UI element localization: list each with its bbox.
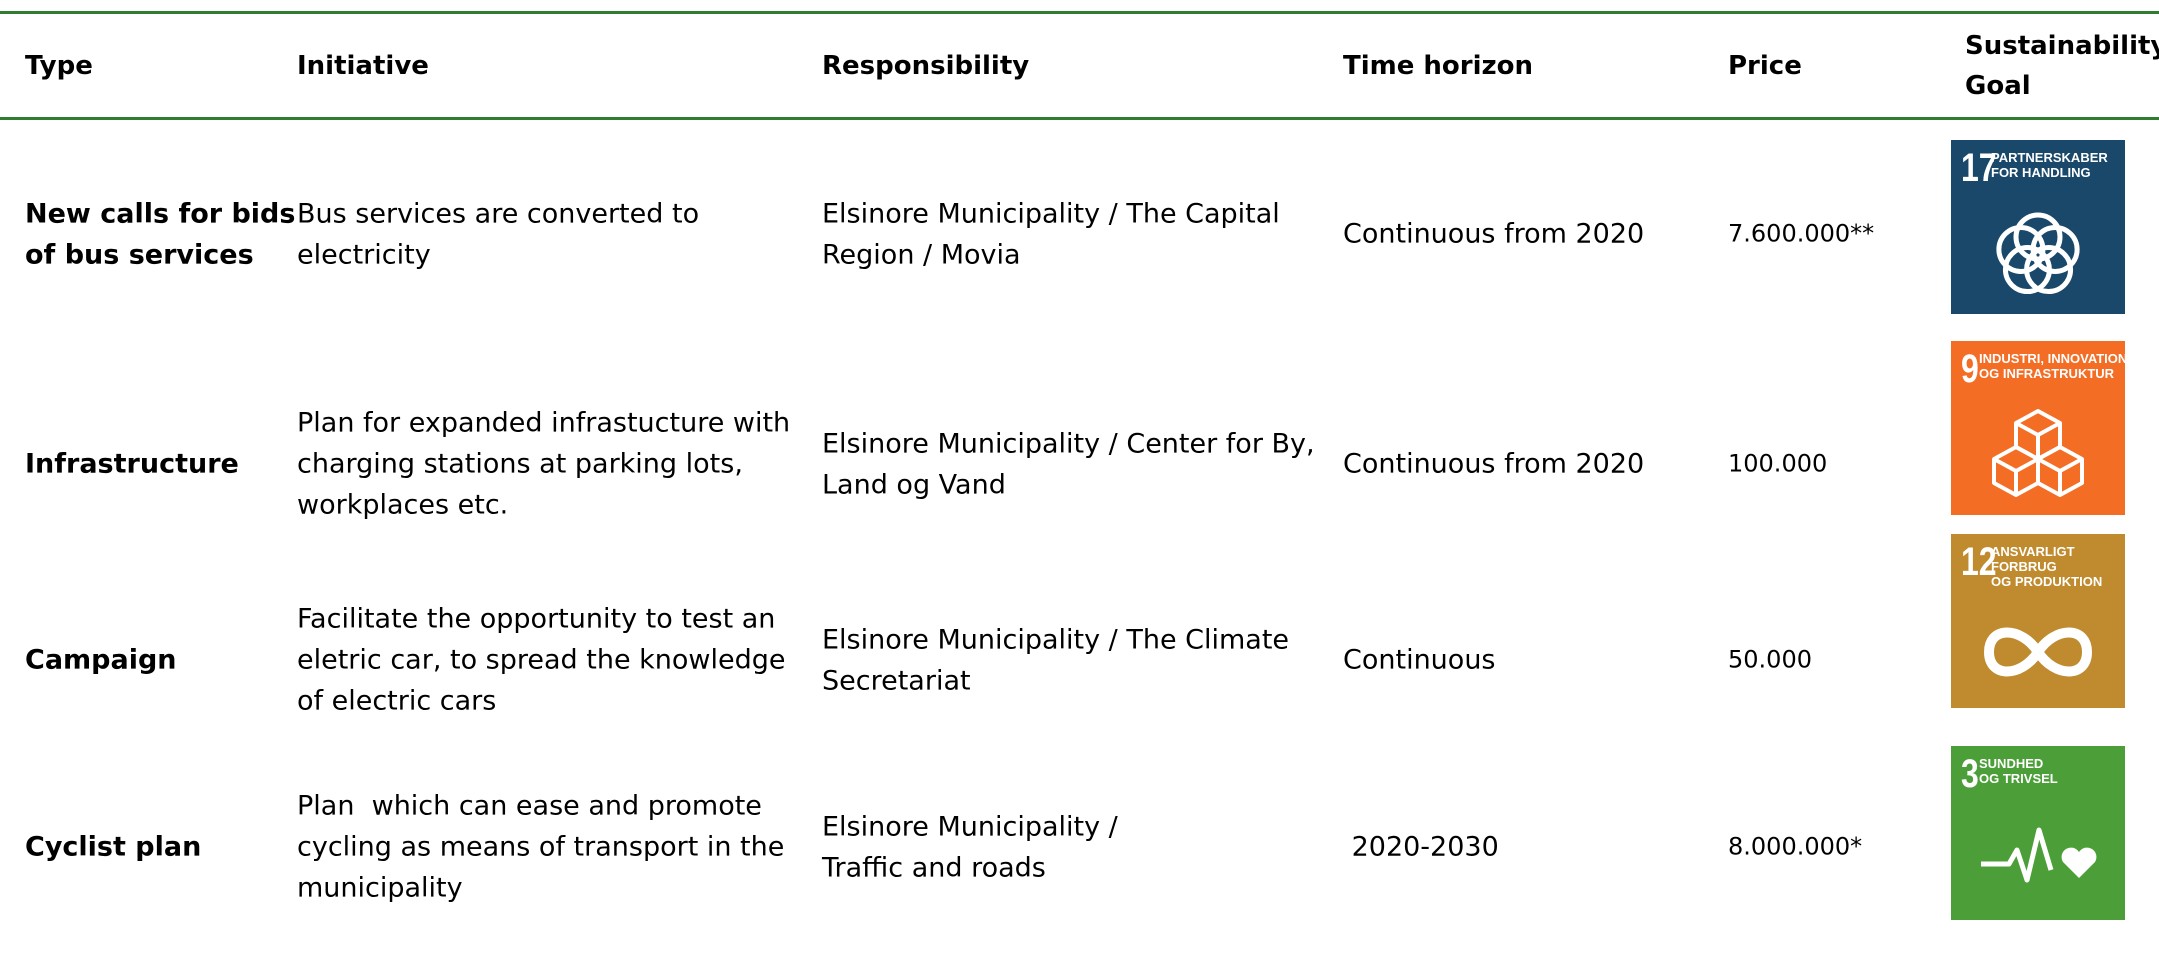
- responsibility-cell: Land og Vand: [822, 469, 1006, 500]
- initiative-cell: cycling as means of transport in the: [297, 831, 785, 863]
- responsibility-cell: Elsinore Municipality /: [822, 811, 1118, 842]
- sdg-icon: 17 PARTNERSKABER FOR HANDLING: [1951, 140, 2125, 314]
- price-cell: 7.600.000**: [1728, 219, 1875, 248]
- header-cell: Initiative: [297, 51, 429, 81]
- sdg-icon: 9 INDUSTRI, INNOVATION OG INFRASTRUKTUR: [1951, 341, 2127, 515]
- price-cell: 50.000: [1728, 645, 1812, 674]
- sdg-label-line: PARTNERSKABER: [1991, 150, 2108, 165]
- price-cell: 8.000.000*: [1728, 832, 1863, 861]
- responsibility-cell: Elsinore Municipality / Center for By,: [822, 428, 1315, 459]
- header-rule: [0, 117, 2159, 120]
- sdg-label: INDUSTRI, INNOVATION OG INFRASTRUKTUR: [1979, 351, 2127, 381]
- sdg-label-line: OG PRODUKTION: [1991, 574, 2103, 589]
- time-cell: 2020-2030: [1343, 831, 1499, 863]
- initiative-cell: Plan for expanded infrastucture with: [297, 407, 791, 439]
- initiative-cell: workplaces etc.: [297, 489, 509, 521]
- sdg-label-line: FOR HANDLING: [1991, 165, 2091, 180]
- sdg-number: 12: [1961, 540, 1997, 584]
- sdg-number: 17: [1961, 146, 1997, 190]
- responsibility-cell: Traffic and roads: [822, 852, 1046, 883]
- type-cell: New calls for bids: [25, 198, 296, 229]
- sdg-glyph: [1983, 627, 2093, 677]
- header-cell: Responsibility: [822, 51, 1030, 81]
- sdg-label-line: OG TRIVSEL: [1979, 771, 2058, 786]
- type-cell: Cyclist plan: [25, 831, 202, 863]
- responsibility-cell: Elsinore Municipality / The Capital: [822, 198, 1280, 229]
- initiative-cell: charging stations at parking lots,: [297, 448, 743, 480]
- type-cell: of bus services: [25, 239, 254, 270]
- time-cell: Continuous from 2020: [1343, 448, 1645, 480]
- sdg-glyph: [1996, 212, 2080, 295]
- top-rule: [0, 11, 2159, 14]
- initiative-cell: Bus services are converted to: [297, 198, 700, 229]
- responsibility-cell: Secretariat: [822, 665, 971, 696]
- responsibility-cell: Region / Movia: [822, 239, 1021, 270]
- sdg-label-line: FORBRUG: [1991, 559, 2057, 574]
- sdg-glyph: [1981, 827, 2097, 883]
- initiative-cell: municipality: [297, 872, 463, 904]
- sdg-label-line: ANSVARLIGT: [1991, 544, 2075, 559]
- sdg-glyph: [1992, 409, 2084, 497]
- time-cell: Continuous from 2020: [1343, 218, 1645, 250]
- header-cell: Sustainability: [1965, 31, 2159, 61]
- initiative-cell: eletric car, to spread the knowledge: [297, 644, 786, 676]
- sdg-label-line: INDUSTRI, INNOVATION: [1979, 351, 2128, 366]
- initiative-cell: Plan which can ease and promote: [297, 790, 762, 822]
- type-cell: Campaign: [25, 644, 177, 676]
- initiative-cell: electricity: [297, 239, 431, 270]
- sdg-icon: 12 ANSVARLIGT FORBRUG OG PRODUKTION: [1951, 534, 2125, 708]
- sdg-number: 9: [1961, 347, 1979, 391]
- sdg-number: 3: [1961, 752, 1979, 796]
- time-cell: Continuous: [1343, 644, 1496, 676]
- header-cell: Goal: [1965, 71, 2031, 101]
- price-cell: 100.000: [1728, 449, 1828, 478]
- type-cell: Infrastructure: [25, 448, 239, 480]
- sdg-icon: 3 SUNDHED OG TRIVSEL: [1951, 746, 2125, 920]
- sdg-label: SUNDHED OG TRIVSEL: [1979, 756, 2058, 786]
- sdg-label: PARTNERSKABER FOR HANDLING: [1991, 150, 2108, 180]
- sdg-label: ANSVARLIGT FORBRUG OG PRODUKTION: [1991, 544, 2102, 589]
- header-cell: Price: [1728, 51, 1802, 81]
- sdg-label-line: OG INFRASTRUKTUR: [1979, 366, 2115, 381]
- header-cell: Type: [25, 51, 93, 81]
- initiative-cell: Facilitate the opportunity to test an: [297, 603, 776, 635]
- header-cell: Time horizon: [1343, 51, 1534, 81]
- responsibility-cell: Elsinore Municipality / The Climate: [822, 624, 1290, 655]
- initiative-cell: of electric cars: [297, 685, 497, 717]
- sdg-label-line: SUNDHED: [1979, 756, 2044, 771]
